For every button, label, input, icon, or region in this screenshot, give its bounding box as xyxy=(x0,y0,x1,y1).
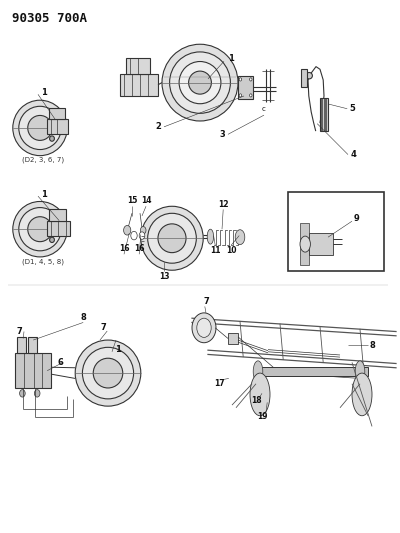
Ellipse shape xyxy=(300,236,310,252)
Ellipse shape xyxy=(28,116,52,140)
Text: 4: 4 xyxy=(350,150,356,159)
Ellipse shape xyxy=(250,78,252,81)
Ellipse shape xyxy=(352,373,372,416)
Ellipse shape xyxy=(158,224,186,253)
Bar xyxy=(49,209,66,221)
Text: 14: 14 xyxy=(141,197,151,205)
Text: 12: 12 xyxy=(218,200,228,208)
Bar xyxy=(300,223,309,265)
Text: 3: 3 xyxy=(219,130,225,139)
Ellipse shape xyxy=(82,348,134,399)
Bar xyxy=(126,58,150,74)
Text: 7: 7 xyxy=(100,324,106,332)
Ellipse shape xyxy=(355,361,365,382)
Ellipse shape xyxy=(140,227,146,234)
Bar xyxy=(49,108,65,119)
Text: 18: 18 xyxy=(251,397,261,405)
Text: 6: 6 xyxy=(58,358,64,367)
Text: 5: 5 xyxy=(350,104,355,113)
Ellipse shape xyxy=(250,94,252,97)
Text: 1: 1 xyxy=(41,190,47,199)
Ellipse shape xyxy=(192,313,216,343)
Ellipse shape xyxy=(179,61,221,104)
Text: 11: 11 xyxy=(210,246,220,255)
Ellipse shape xyxy=(250,373,270,416)
Text: (D2, 3, 6, 7): (D2, 3, 6, 7) xyxy=(22,157,64,163)
Text: 19: 19 xyxy=(257,413,267,421)
Text: 13: 13 xyxy=(159,272,169,280)
Ellipse shape xyxy=(19,106,61,150)
Ellipse shape xyxy=(131,231,137,240)
Bar xyxy=(17,337,26,353)
Ellipse shape xyxy=(239,78,242,81)
Text: 7: 7 xyxy=(204,297,210,305)
Bar xyxy=(228,333,238,344)
Ellipse shape xyxy=(124,225,131,235)
Bar xyxy=(28,337,37,353)
Ellipse shape xyxy=(189,71,211,94)
Bar xyxy=(120,74,158,96)
Ellipse shape xyxy=(162,44,238,121)
Ellipse shape xyxy=(306,72,312,79)
Ellipse shape xyxy=(148,213,196,263)
Text: 16: 16 xyxy=(134,245,144,253)
Ellipse shape xyxy=(207,229,214,244)
Ellipse shape xyxy=(253,361,263,382)
Ellipse shape xyxy=(20,390,25,397)
Bar xyxy=(288,192,384,271)
Ellipse shape xyxy=(197,318,211,337)
Ellipse shape xyxy=(50,237,54,243)
Text: 9: 9 xyxy=(353,214,359,223)
Text: 15: 15 xyxy=(127,197,137,205)
Text: 16: 16 xyxy=(119,245,129,253)
Text: 8: 8 xyxy=(369,341,375,350)
Ellipse shape xyxy=(170,52,230,114)
Text: 17: 17 xyxy=(214,379,224,388)
Ellipse shape xyxy=(50,136,54,141)
Bar xyxy=(320,98,328,131)
Ellipse shape xyxy=(13,100,67,156)
Ellipse shape xyxy=(13,201,67,257)
Text: 10: 10 xyxy=(226,246,236,255)
Text: 8: 8 xyxy=(80,313,86,321)
Text: 1: 1 xyxy=(41,88,47,97)
Bar xyxy=(47,221,70,236)
Ellipse shape xyxy=(75,340,141,406)
Ellipse shape xyxy=(28,217,52,241)
Ellipse shape xyxy=(19,207,61,251)
Bar xyxy=(301,69,307,87)
Text: c: c xyxy=(262,106,266,112)
Bar xyxy=(47,119,68,134)
Text: 90305 700A: 90305 700A xyxy=(12,12,87,25)
Text: 7: 7 xyxy=(16,327,22,336)
Bar xyxy=(256,367,368,376)
Ellipse shape xyxy=(93,358,123,388)
Text: 2: 2 xyxy=(155,123,161,131)
Bar xyxy=(238,76,253,99)
Ellipse shape xyxy=(235,230,245,245)
Ellipse shape xyxy=(239,94,242,97)
Text: (D1, 4, 5, 8): (D1, 4, 5, 8) xyxy=(22,259,64,265)
Bar xyxy=(15,353,51,388)
Ellipse shape xyxy=(141,206,203,270)
Ellipse shape xyxy=(34,390,40,397)
Text: 1: 1 xyxy=(228,54,234,62)
Text: 1: 1 xyxy=(115,345,121,353)
Ellipse shape xyxy=(139,232,145,239)
Bar xyxy=(309,233,333,255)
